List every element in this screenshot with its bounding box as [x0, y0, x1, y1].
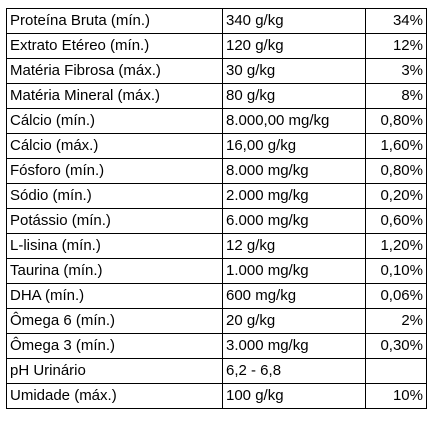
- table-row: Ômega 6 (mín.) 20 g/kg 2%: [6, 308, 427, 334]
- nutrient-name: Potássio (mín.): [6, 208, 223, 234]
- table-row: Potássio (mín.) 6.000 mg/kg 0,60%: [6, 208, 427, 234]
- table-row: Sódio (mín.) 2.000 mg/kg 0,20%: [6, 183, 427, 209]
- nutrient-name: pH Urinário: [6, 358, 223, 384]
- table-row: Extrato Etéreo (mín.) 120 g/kg 12%: [6, 33, 427, 59]
- table-row: Matéria Fibrosa (máx.) 30 g/kg 3%: [6, 58, 427, 84]
- table-row: Taurina (mín.) 1.000 mg/kg 0,10%: [6, 258, 427, 284]
- nutrient-name: Cálcio (mín.): [6, 108, 223, 134]
- nutrient-percent: 1,60%: [365, 133, 427, 159]
- nutrient-name: Proteína Bruta (mín.): [6, 8, 223, 34]
- nutrient-percent: 12%: [365, 33, 427, 59]
- nutrient-amount: 8.000,00 mg/kg: [222, 108, 366, 134]
- nutrient-amount: 600 mg/kg: [222, 283, 366, 309]
- nutrient-name: DHA (mín.): [6, 283, 223, 309]
- nutrient-percent: 0,80%: [365, 108, 427, 134]
- nutrient-name: Ômega 6 (mín.): [6, 308, 223, 334]
- table-row: Cálcio (mín.) 8.000,00 mg/kg 0,80%: [6, 108, 427, 134]
- nutrient-amount: 80 g/kg: [222, 83, 366, 109]
- nutrient-amount: 8.000 mg/kg: [222, 158, 366, 184]
- nutrient-percent: 34%: [365, 8, 427, 34]
- nutrient-amount: 16,00 g/kg: [222, 133, 366, 159]
- nutrient-name: Cálcio (máx.): [6, 133, 223, 159]
- nutrient-percent: 0,10%: [365, 258, 427, 284]
- nutrient-percent: 3%: [365, 58, 427, 84]
- nutrient-percent: 0,30%: [365, 333, 427, 359]
- nutrient-amount: 6.000 mg/kg: [222, 208, 366, 234]
- nutrient-name: L-lisina (mín.): [6, 233, 223, 259]
- nutrient-percent: 0,80%: [365, 158, 427, 184]
- nutrient-percent: 0,60%: [365, 208, 427, 234]
- nutrient-percent: 0,20%: [365, 183, 427, 209]
- table-row: DHA (mín.) 600 mg/kg 0,06%: [6, 283, 427, 309]
- nutrient-amount: 1.000 mg/kg: [222, 258, 366, 284]
- nutrient-name: Matéria Fibrosa (máx.): [6, 58, 223, 84]
- nutrient-amount: 340 g/kg: [222, 8, 366, 34]
- nutrient-amount: 100 g/kg: [222, 383, 366, 409]
- nutrient-amount: 120 g/kg: [222, 33, 366, 59]
- nutrition-table: Proteína Bruta (mín.) 340 g/kg 34% Extrato …: [6, 8, 427, 409]
- nutrient-percent: 8%: [365, 83, 427, 109]
- nutrient-amount: 6,2 - 6,8: [222, 358, 366, 384]
- table-row: Proteína Bruta (mín.) 340 g/kg 34%: [6, 8, 427, 34]
- nutrient-name: Taurina (mín.): [6, 258, 223, 284]
- nutrient-amount: 2.000 mg/kg: [222, 183, 366, 209]
- table-row: Ômega 3 (mín.) 3.000 mg/kg 0,30%: [6, 333, 427, 359]
- nutrient-amount: 3.000 mg/kg: [222, 333, 366, 359]
- nutrient-percent: 2%: [365, 308, 427, 334]
- nutrient-amount: 20 g/kg: [222, 308, 366, 334]
- table-row: Matéria Mineral (máx.) 80 g/kg 8%: [6, 83, 427, 109]
- table-body: Proteína Bruta (mín.) 340 g/kg 34% Extrato …: [6, 8, 427, 409]
- nutrient-name: Umidade (máx.): [6, 383, 223, 409]
- nutrient-percent: 10%: [365, 383, 427, 409]
- nutrient-percent: 1,20%: [365, 233, 427, 259]
- nutrient-name: Extrato Etéreo (mín.): [6, 33, 223, 59]
- table-row: L-lisina (mín.) 12 g/kg 1,20%: [6, 233, 427, 259]
- table-row: Cálcio (máx.) 16,00 g/kg 1,60%: [6, 133, 427, 159]
- nutrient-amount: 30 g/kg: [222, 58, 366, 84]
- table-row: pH Urinário 6,2 - 6,8: [6, 358, 427, 384]
- nutrient-percent: 0,06%: [365, 283, 427, 309]
- nutrient-percent: [365, 358, 427, 384]
- nutrient-amount: 12 g/kg: [222, 233, 366, 259]
- table-row: Umidade (máx.) 100 g/kg 10%: [6, 383, 427, 409]
- table-row: Fósforo (mín.) 8.000 mg/kg 0,80%: [6, 158, 427, 184]
- nutrient-name: Matéria Mineral (máx.): [6, 83, 223, 109]
- nutrient-name: Ômega 3 (mín.): [6, 333, 223, 359]
- nutrient-name: Sódio (mín.): [6, 183, 223, 209]
- nutrient-name: Fósforo (mín.): [6, 158, 223, 184]
